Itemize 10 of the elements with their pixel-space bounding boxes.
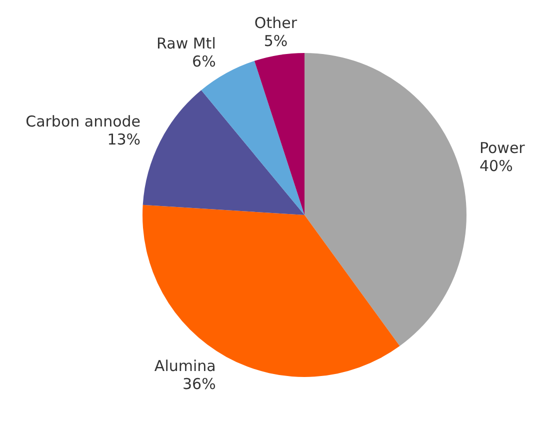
data-label: 6% (192, 52, 216, 71)
data-label: 13% (107, 130, 141, 148)
data-label: 5% (264, 32, 288, 50)
slice-label: Power (479, 139, 526, 158)
slice-label: Carbon annode (26, 112, 141, 130)
data-label: 36% (182, 375, 216, 394)
slice-label: Other (254, 14, 298, 32)
slice-label: Alumina (154, 357, 216, 376)
data-label: 40% (479, 157, 513, 176)
slice-label: Raw Mtl (156, 34, 216, 53)
